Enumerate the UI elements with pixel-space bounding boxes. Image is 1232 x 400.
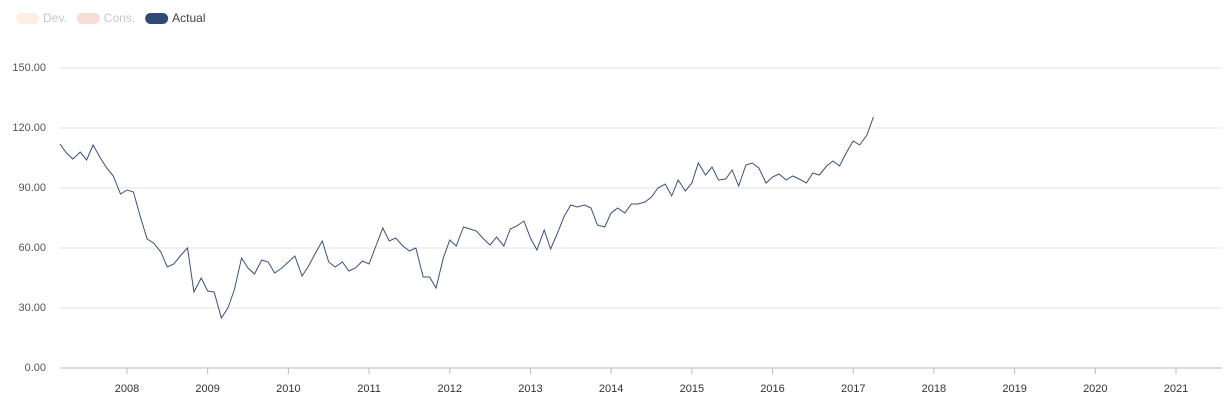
y-tick-label: 60.00	[18, 242, 46, 254]
x-tick-label: 2019	[1002, 383, 1026, 395]
y-tick-label: 120.00	[12, 122, 46, 134]
data-line	[59, 116, 874, 320]
y-tick-label: 90.00	[18, 182, 46, 194]
x-tick-label: 2018	[922, 383, 946, 395]
x-tick-label: 2010	[276, 383, 300, 395]
x-tick-label: 2013	[518, 383, 542, 395]
legend-swatch[interactable]	[76, 13, 100, 24]
x-tick-label: 2011	[357, 383, 381, 395]
x-tick-label: 2017	[841, 383, 865, 395]
legend-label[interactable]: Dev.	[43, 11, 67, 25]
x-tick-label: 2015	[680, 383, 704, 395]
x-tick-label: 2014	[599, 383, 623, 395]
x-tick-label: 2012	[438, 383, 462, 395]
legend-swatch[interactable]	[16, 13, 39, 24]
y-tick-label: 30.00	[18, 302, 46, 314]
legend-swatch[interactable]	[145, 13, 169, 24]
legend-label[interactable]: Cons.	[104, 11, 135, 25]
legend-label[interactable]: Actual	[172, 11, 205, 25]
y-tick-label: 150.00	[12, 62, 46, 74]
x-tick-label: 2008	[115, 383, 139, 395]
y-tick-label: 0.00	[25, 362, 46, 374]
x-tick-label: 2021	[1164, 383, 1188, 395]
x-tick-label: 2009	[195, 383, 219, 395]
x-tick-label: 2016	[760, 383, 784, 395]
x-tick-label: 2020	[1083, 383, 1107, 395]
